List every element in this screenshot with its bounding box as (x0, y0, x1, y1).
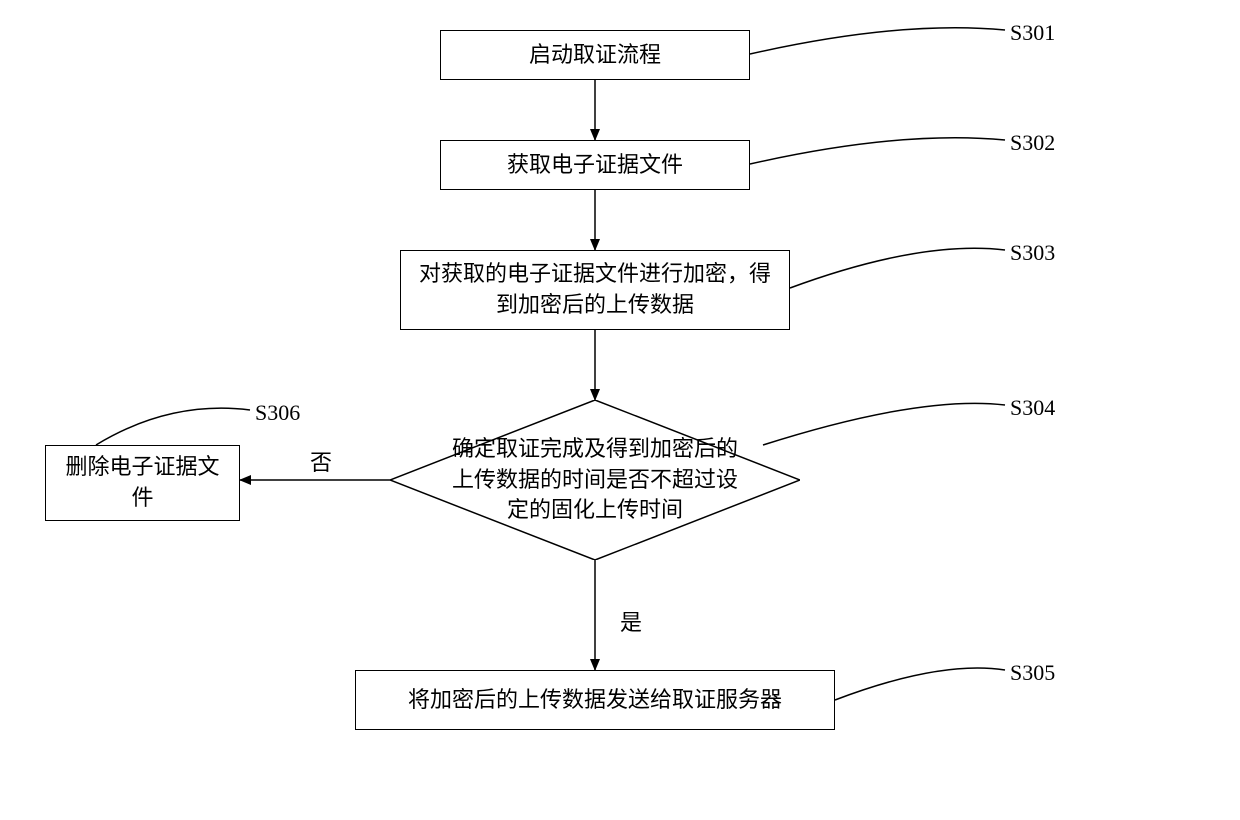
edge-label-no: 否 (310, 445, 332, 477)
flow-node-send: 将加密后的上传数据发送给取证服务器 (355, 670, 835, 730)
step-label-s305: S305 (1010, 660, 1055, 686)
node-text: 确定取证完成及得到加密后的上传数据的时间是否不超过设定的固化上传时间 (450, 434, 740, 526)
edge-label-yes: 是 (620, 605, 642, 637)
flow-node-start: 启动取证流程 (440, 30, 750, 80)
step-label-s304: S304 (1010, 395, 1055, 421)
step-label-s306: S306 (255, 400, 300, 426)
node-text: 将加密后的上传数据发送给取证服务器 (408, 685, 782, 716)
flow-node-acquire: 获取电子证据文件 (440, 140, 750, 190)
node-text: 获取电子证据文件 (507, 150, 683, 181)
node-text: 对获取的电子证据文件进行加密，得到加密后的上传数据 (413, 259, 777, 321)
node-text: 删除电子证据文件 (58, 452, 227, 514)
step-label-s301: S301 (1010, 20, 1055, 46)
flow-node-decision: 确定取证完成及得到加密后的上传数据的时间是否不超过设定的固化上传时间 (390, 400, 800, 560)
step-label-s302: S302 (1010, 130, 1055, 156)
node-text: 启动取证流程 (529, 40, 661, 71)
step-label-s303: S303 (1010, 240, 1055, 266)
flow-node-delete: 删除电子证据文件 (45, 445, 240, 521)
flow-node-encrypt: 对获取的电子证据文件进行加密，得到加密后的上传数据 (400, 250, 790, 330)
